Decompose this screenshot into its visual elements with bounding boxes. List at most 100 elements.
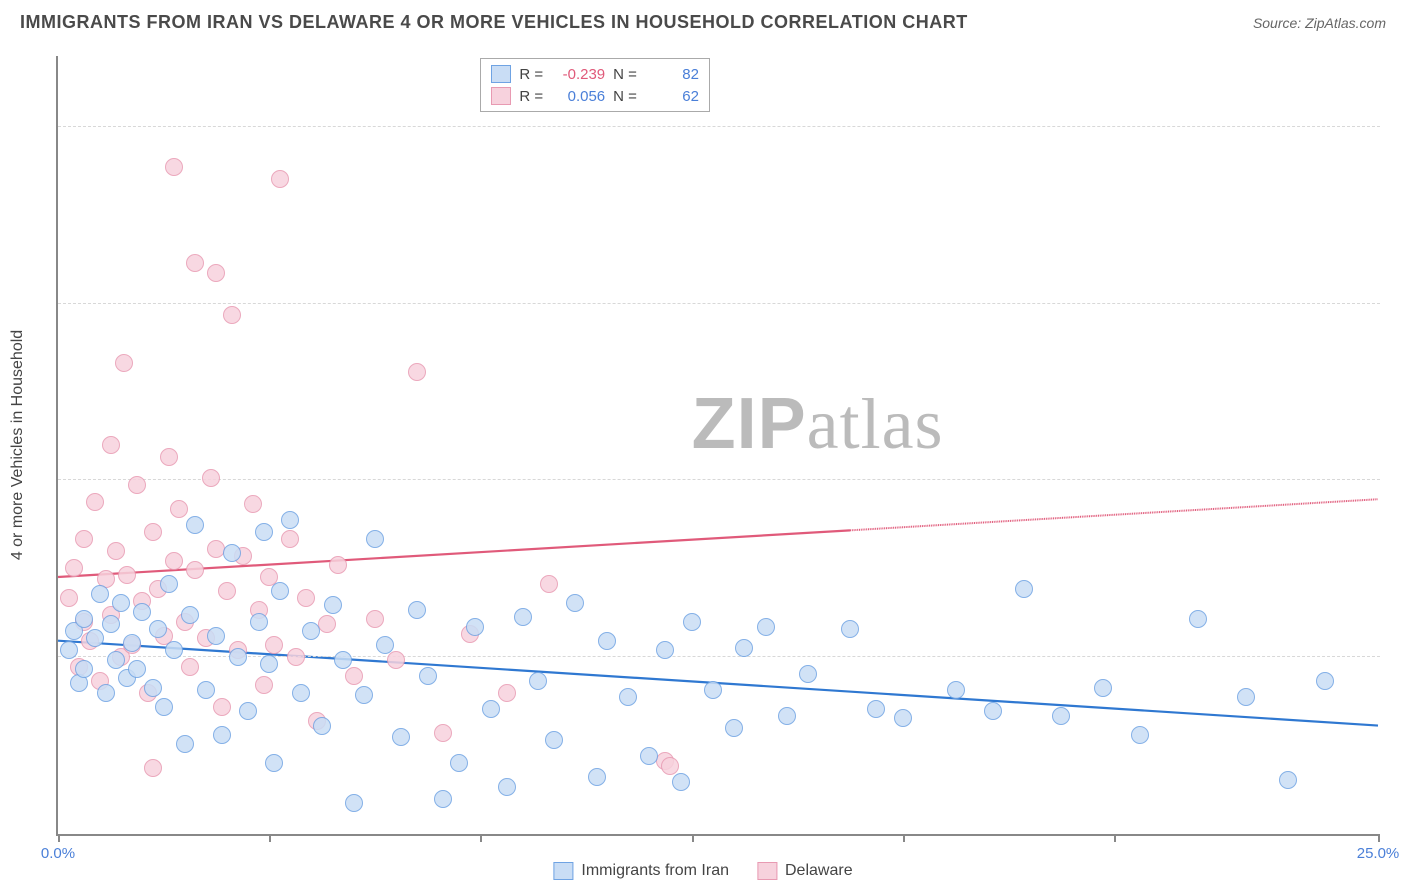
x-tick xyxy=(903,834,905,842)
plot-area: ZIPatlas R = -0.239 N = 82 R = 0.056 N =… xyxy=(58,56,1378,834)
scatter-point-iran xyxy=(313,717,331,735)
scatter-point-iran xyxy=(250,613,268,631)
scatter-point-delaware xyxy=(213,698,231,716)
trend-lines xyxy=(58,56,1378,834)
scatter-point-iran xyxy=(757,618,775,636)
scatter-point-iran xyxy=(1189,610,1207,628)
scatter-point-iran xyxy=(355,686,373,704)
scatter-point-iran xyxy=(598,632,616,650)
scatter-point-delaware xyxy=(434,724,452,742)
stat-legend-row-delaware: R = 0.056 N = 62 xyxy=(491,85,699,107)
scatter-point-delaware xyxy=(186,254,204,272)
scatter-point-delaware xyxy=(60,589,78,607)
scatter-point-delaware xyxy=(170,500,188,518)
scatter-point-delaware xyxy=(287,648,305,666)
x-tick-label: 25.0% xyxy=(1357,845,1400,862)
x-tick-label: 0.0% xyxy=(41,845,75,862)
scatter-point-delaware xyxy=(165,552,183,570)
scatter-point-iran xyxy=(334,651,352,669)
scatter-point-iran xyxy=(1237,688,1255,706)
scatter-point-iran xyxy=(683,613,701,631)
scatter-point-iran xyxy=(419,667,437,685)
chart-area: ZIPatlas R = -0.239 N = 82 R = 0.056 N =… xyxy=(56,56,1378,836)
scatter-point-delaware xyxy=(661,757,679,775)
scatter-point-iran xyxy=(324,596,342,614)
scatter-point-iran xyxy=(75,610,93,628)
scatter-point-iran xyxy=(181,606,199,624)
scatter-point-iran xyxy=(197,681,215,699)
scatter-point-iran xyxy=(392,728,410,746)
scatter-point-iran xyxy=(1131,726,1149,744)
x-tick xyxy=(1114,834,1116,842)
scatter-point-delaware xyxy=(160,448,178,466)
legend-swatch-delaware xyxy=(757,862,777,880)
scatter-point-iran xyxy=(498,778,516,796)
gridline xyxy=(58,656,1380,657)
scatter-point-iran xyxy=(725,719,743,737)
scatter-point-iran xyxy=(345,794,363,812)
scatter-point-delaware xyxy=(271,170,289,188)
scatter-point-iran xyxy=(271,582,289,600)
scatter-point-iran xyxy=(408,601,426,619)
scatter-point-iran xyxy=(292,684,310,702)
scatter-point-delaware xyxy=(297,589,315,607)
scatter-point-iran xyxy=(1052,707,1070,725)
scatter-point-delaware xyxy=(540,575,558,593)
y-axis-label: 4 or more Vehicles in Household xyxy=(9,330,27,560)
scatter-point-iran xyxy=(376,636,394,654)
stat-legend: R = -0.239 N = 82 R = 0.056 N = 62 xyxy=(480,58,710,112)
scatter-point-iran xyxy=(123,634,141,652)
scatter-point-delaware xyxy=(281,530,299,548)
header: IMMIGRANTS FROM IRAN VS DELAWARE 4 OR MO… xyxy=(0,0,1406,41)
scatter-point-iran xyxy=(799,665,817,683)
scatter-point-iran xyxy=(155,698,173,716)
scatter-point-delaware xyxy=(218,582,236,600)
scatter-point-delaware xyxy=(255,676,273,694)
scatter-point-iran xyxy=(75,660,93,678)
scatter-point-delaware xyxy=(318,615,336,633)
scatter-point-iran xyxy=(133,603,151,621)
scatter-point-delaware xyxy=(144,523,162,541)
scatter-point-iran xyxy=(566,594,584,612)
scatter-point-iran xyxy=(894,709,912,727)
legend-swatch-iran xyxy=(553,862,573,880)
scatter-point-delaware xyxy=(186,561,204,579)
swatch-iran xyxy=(491,65,511,83)
gridline xyxy=(58,303,1380,304)
r-value-delaware: 0.056 xyxy=(551,88,605,105)
scatter-point-iran xyxy=(207,627,225,645)
scatter-point-iran xyxy=(128,660,146,678)
scatter-point-delaware xyxy=(102,436,120,454)
scatter-point-iran xyxy=(265,754,283,772)
scatter-point-iran xyxy=(149,620,167,638)
chart-title: IMMIGRANTS FROM IRAN VS DELAWARE 4 OR MO… xyxy=(20,12,968,33)
scatter-point-delaware xyxy=(498,684,516,702)
scatter-point-iran xyxy=(112,594,130,612)
scatter-point-iran xyxy=(545,731,563,749)
scatter-point-delaware xyxy=(65,559,83,577)
gridline xyxy=(58,126,1380,127)
stat-legend-row-iran: R = -0.239 N = 82 xyxy=(491,63,699,85)
scatter-point-iran xyxy=(704,681,722,699)
scatter-point-delaware xyxy=(329,556,347,574)
scatter-point-iran xyxy=(778,707,796,725)
scatter-point-delaware xyxy=(207,264,225,282)
scatter-point-delaware xyxy=(345,667,363,685)
source-attribution: Source: ZipAtlas.com xyxy=(1253,15,1386,31)
scatter-point-iran xyxy=(1316,672,1334,690)
scatter-point-delaware xyxy=(202,469,220,487)
r-value-iran: -0.239 xyxy=(551,66,605,83)
scatter-point-delaware xyxy=(244,495,262,513)
scatter-point-iran xyxy=(466,618,484,636)
scatter-point-delaware xyxy=(165,158,183,176)
scatter-point-delaware xyxy=(75,530,93,548)
scatter-point-iran xyxy=(186,516,204,534)
scatter-point-iran xyxy=(223,544,241,562)
scatter-point-delaware xyxy=(107,542,125,560)
scatter-point-iran xyxy=(434,790,452,808)
legend-label-delaware: Delaware xyxy=(785,862,853,880)
n-value-delaware: 62 xyxy=(645,88,699,105)
scatter-point-iran xyxy=(656,641,674,659)
scatter-point-iran xyxy=(619,688,637,706)
x-tick xyxy=(692,834,694,842)
